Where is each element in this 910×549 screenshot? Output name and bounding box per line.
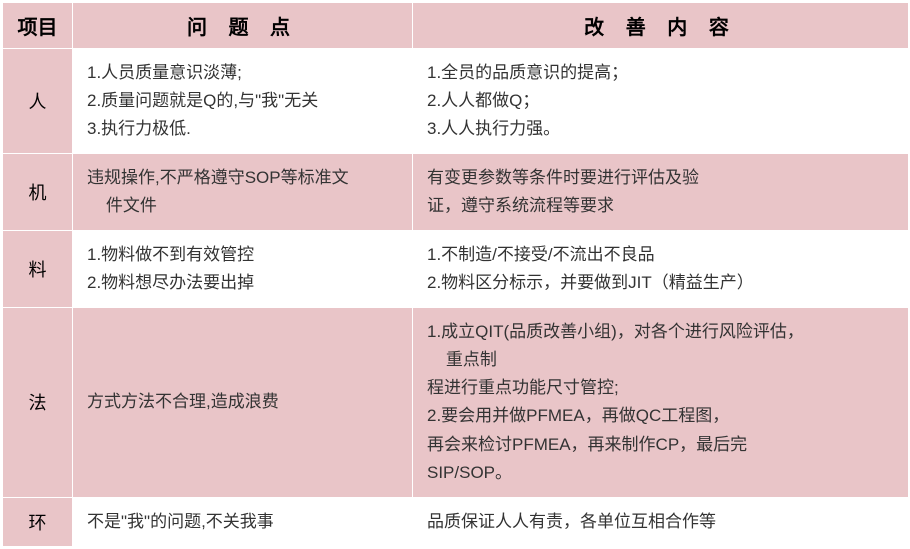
improvement-cell: 品质保证人人有责，各单位互相合作等 [413, 497, 909, 546]
problem-cell: 违规操作,不严格遵守SOP等标准文 件文件 [73, 154, 413, 231]
category-cell: 人 [3, 49, 73, 154]
header-category: 项目 [3, 3, 73, 49]
problem-cell: 1.人员质量意识淡薄;2.质量问题就是Q的,与"我"无关3.执行力极低. [73, 49, 413, 154]
category-cell: 法 [3, 308, 73, 497]
header-improvement: 改 善 内 容 [413, 3, 909, 49]
improvement-cell: 1.成立QIT(品质改善小组)，对各个进行风险评估， 重点制程进行重点功能尺寸管… [413, 308, 909, 497]
improvement-cell: 1.全员的品质意识的提高；2.人人都做Q；3.人人执行力强。 [413, 49, 909, 154]
improvement-cell: 有变更参数等条件时要进行评估及验证，遵守系统流程等要求 [413, 154, 909, 231]
table-row: 法 方式方法不合理,造成浪费 1.成立QIT(品质改善小组)，对各个进行风险评估… [3, 308, 909, 497]
problem-cell: 1.物料做不到有效管控2.物料想尽办法要出掉 [73, 231, 413, 308]
category-cell: 料 [3, 231, 73, 308]
table-row: 料 1.物料做不到有效管控2.物料想尽办法要出掉 1.不制造/不接受/不流出不良… [3, 231, 909, 308]
table-row: 机 违规操作,不严格遵守SOP等标准文 件文件 有变更参数等条件时要进行评估及验… [3, 154, 909, 231]
table-row: 环 不是"我"的问题,不关我事 品质保证人人有责，各单位互相合作等 [3, 497, 909, 546]
header-problem: 问 题 点 [73, 3, 413, 49]
improvement-table: 项目 问 题 点 改 善 内 容 人 1.人员质量意识淡薄;2.质量问题就是Q的… [2, 2, 909, 547]
category-cell: 机 [3, 154, 73, 231]
category-cell: 环 [3, 497, 73, 546]
problem-cell: 不是"我"的问题,不关我事 [73, 497, 413, 546]
improvement-cell: 1.不制造/不接受/不流出不良品2.物料区分标示，并要做到JIT（精益生产） [413, 231, 909, 308]
problem-cell: 方式方法不合理,造成浪费 [73, 308, 413, 497]
table-row: 人 1.人员质量意识淡薄;2.质量问题就是Q的,与"我"无关3.执行力极低. 1… [3, 49, 909, 154]
